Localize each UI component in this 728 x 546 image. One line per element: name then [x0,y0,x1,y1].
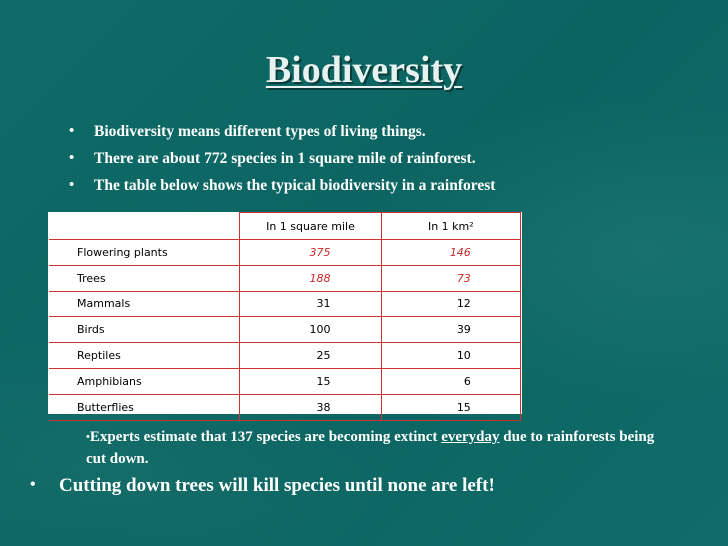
slide-title: Biodiversity [265,49,463,91]
bullet-dot-icon: • [69,150,75,166]
species-label: Birds [49,316,241,344]
small-bullet-icon: • [86,431,90,443]
value-per-km: 6 [380,367,522,395]
conclusion-text: Cutting down trees will kill species unt… [59,475,495,496]
extinction-note: •Experts estimate that 137 species are b… [86,426,656,470]
bullet-item: • The table below shows the typical biodi… [56,177,495,204]
value-per-mile: 25 [239,342,382,369]
table-row: Birds 100 39 [49,316,522,344]
extinction-emphasis: everyday [441,429,500,445]
bullet-dot-icon: • [69,123,75,139]
value-per-mile: 188 [239,264,382,292]
header-square-mile: In 1 square mile [239,212,382,240]
value-per-mile: 375 [239,239,382,266]
extinction-text-before: Experts estimate that 137 species are be… [89,429,442,445]
value-per-km: 10 [380,342,522,369]
bullet-item: • Biodiversity means different types of l… [56,123,495,150]
bullet-dot-icon: • [69,177,75,193]
species-label: Trees [49,264,241,292]
species-label: Flowering plants [49,239,241,266]
table-row: Mammals 31 12 [49,290,522,318]
biodiversity-table-panel: In 1 square mile In 1 km² Flowering plan… [48,212,522,421]
bullet-text: The table below shows the typical biodiv… [94,177,496,194]
species-label: Reptiles [49,342,241,369]
species-label: Mammals [49,290,241,318]
species-label: Butterflies [49,393,241,421]
header-empty-cell [49,212,241,240]
bullet-item: • There are about 772 species in 1 square… [56,150,495,177]
biodiversity-table: In 1 square mile In 1 km² Flowering plan… [49,212,522,421]
value-per-km: 146 [380,239,522,266]
value-per-km: 73 [380,264,522,292]
table-row: Reptiles 25 10 [49,342,522,369]
conclusion-bullet: • Cutting down trees will kill species un… [30,475,495,497]
table-row: Amphibians 15 6 [49,367,522,395]
table-row: Trees 188 73 [49,264,522,292]
intro-bullet-list: • Biodiversity means different types of l… [56,123,495,204]
value-per-mile: 38 [239,393,382,421]
value-per-km: 15 [380,393,522,421]
value-per-km: 12 [380,290,522,318]
species-label: Amphibians [49,367,241,395]
table-row: Flowering plants 375 146 [49,239,522,266]
table-header-row: In 1 square mile In 1 km² [49,212,522,240]
bullet-text: There are about 772 species in 1 square … [94,150,476,167]
value-per-mile: 15 [239,367,382,395]
header-square-km: In 1 km² [380,212,522,240]
bullet-dot-icon: • [30,476,36,493]
value-per-km: 39 [380,316,522,344]
value-per-mile: 100 [239,316,382,344]
value-per-mile: 31 [239,290,382,318]
extinction-text-after: due to rainforests being cut down. [86,429,655,467]
table-row: Butterflies 38 15 [49,393,522,421]
bullet-text: Biodiversity means different types of li… [94,123,426,140]
